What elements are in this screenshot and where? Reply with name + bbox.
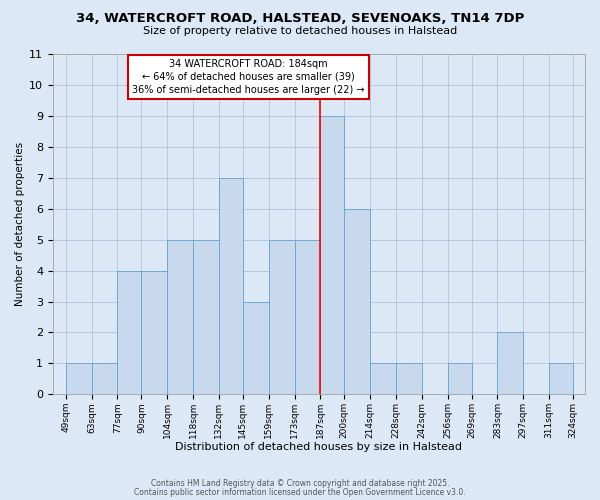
Bar xyxy=(243,302,269,394)
Bar xyxy=(549,364,573,394)
Y-axis label: Number of detached properties: Number of detached properties xyxy=(15,142,25,306)
Text: Contains HM Land Registry data © Crown copyright and database right 2025.: Contains HM Land Registry data © Crown c… xyxy=(151,478,449,488)
Bar xyxy=(370,364,396,394)
Bar xyxy=(219,178,243,394)
Bar xyxy=(193,240,219,394)
Text: Contains public sector information licensed under the Open Government Licence v3: Contains public sector information licen… xyxy=(134,488,466,497)
Bar xyxy=(344,208,370,394)
Bar xyxy=(396,364,422,394)
Bar xyxy=(448,364,472,394)
Bar xyxy=(295,240,320,394)
Bar xyxy=(320,116,344,394)
Text: 34, WATERCROFT ROAD, HALSTEAD, SEVENOAKS, TN14 7DP: 34, WATERCROFT ROAD, HALSTEAD, SEVENOAKS… xyxy=(76,12,524,26)
Bar xyxy=(497,332,523,394)
X-axis label: Distribution of detached houses by size in Halstead: Distribution of detached houses by size … xyxy=(175,442,463,452)
Bar xyxy=(167,240,193,394)
Bar xyxy=(118,270,142,394)
Bar xyxy=(269,240,295,394)
Bar xyxy=(142,270,167,394)
Text: 34 WATERCROFT ROAD: 184sqm
← 64% of detached houses are smaller (39)
36% of semi: 34 WATERCROFT ROAD: 184sqm ← 64% of deta… xyxy=(132,58,365,95)
Bar xyxy=(66,364,92,394)
Bar xyxy=(92,364,118,394)
Text: Size of property relative to detached houses in Halstead: Size of property relative to detached ho… xyxy=(143,26,457,36)
